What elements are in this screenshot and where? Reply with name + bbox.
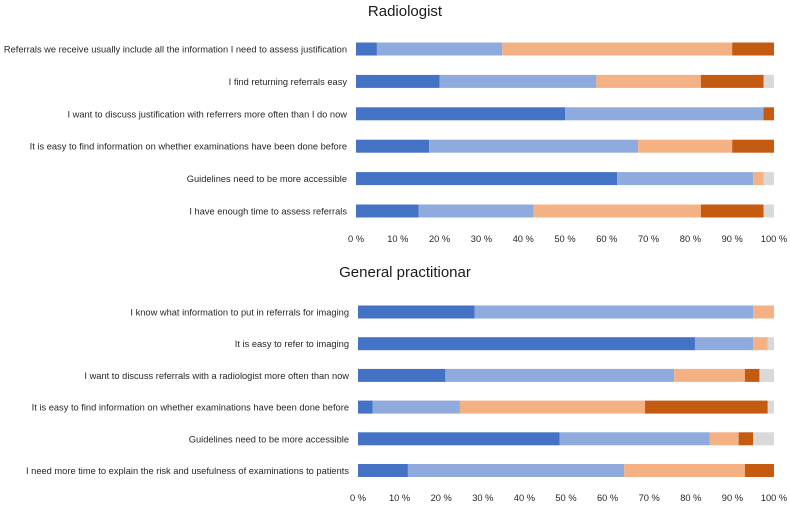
category-label: I know what information to put in referr… [130, 308, 349, 318]
bar-segment [596, 74, 701, 88]
bar-segment [767, 337, 774, 351]
category-label: Guidelines need to be more accessible [187, 174, 347, 184]
bar-segment [753, 337, 768, 351]
x-tick-label: 80 % [680, 493, 701, 503]
bar-segment [418, 204, 534, 218]
bar-segment [700, 74, 764, 88]
bar-segment [763, 107, 774, 121]
x-tick-label: 30 % [471, 234, 492, 244]
bar-segment [358, 305, 475, 319]
x-tick-label: 70 % [639, 493, 660, 503]
bar-segment [763, 74, 774, 88]
x-tick-label: 50 % [555, 493, 576, 503]
x-tick-label: 40 % [514, 493, 535, 503]
bar-segment [732, 42, 774, 56]
bar-segment [358, 368, 446, 382]
bar-segment [638, 139, 733, 153]
x-tick-label: 0 % [348, 234, 364, 244]
bar-segment [533, 204, 701, 218]
bar-segment [356, 204, 419, 218]
bar-segment [674, 368, 745, 382]
bar-segment [763, 204, 774, 218]
bar-segment [356, 172, 618, 186]
x-tick-label: 30 % [472, 493, 493, 503]
category-label: It is easy to find information on whethe… [32, 403, 349, 413]
bar-segment [624, 464, 745, 477]
bar-segment [767, 400, 774, 414]
bar-segment [439, 74, 597, 88]
category-label: I need more time to explain the risk and… [26, 466, 349, 476]
x-tick-label: 90 % [722, 493, 743, 503]
x-tick-label: 100 % [761, 234, 787, 244]
bar-segment [700, 204, 764, 218]
x-tick-label: 50 % [554, 234, 575, 244]
bar-segment [753, 432, 774, 446]
bar-segment [565, 107, 764, 121]
bar-segment [763, 172, 774, 186]
bar-segment [358, 464, 408, 477]
category-label: I find returning referrals easy [229, 77, 348, 87]
x-tick-label: 90 % [722, 234, 743, 244]
x-tick-label: 100 % [761, 493, 787, 503]
x-tick-label: 60 % [596, 234, 617, 244]
bar-segment [429, 139, 639, 153]
bar-segment [738, 432, 754, 446]
bar-segment [372, 400, 460, 414]
category-label: It is easy to refer to imaging [235, 339, 349, 349]
bar-segment [356, 42, 377, 56]
bar-segment [356, 107, 565, 121]
x-tick-label: 80 % [680, 234, 701, 244]
category-label: I want to discuss referrals with a radio… [84, 371, 349, 381]
category-label: Guidelines need to be more accessible [189, 434, 349, 444]
bar-segment [709, 432, 739, 446]
bar-segment [645, 400, 768, 414]
x-tick-label: 10 % [389, 493, 410, 503]
chart-general-practitioner: General practitionar I know what informat… [26, 264, 787, 503]
x-tick-label: 70 % [638, 234, 659, 244]
bar-segment [744, 368, 760, 382]
x-tick-label: 20 % [431, 493, 452, 503]
bar-segment [358, 400, 373, 414]
bar-segment [559, 432, 710, 446]
bar-segment [744, 464, 774, 477]
bar-segment [753, 305, 774, 319]
bar-segment [694, 337, 754, 351]
category-label: It is easy to find information on whethe… [30, 142, 347, 152]
x-tick-label: 40 % [513, 234, 534, 244]
bar-segment [459, 400, 646, 414]
bar-segment [502, 42, 733, 56]
chart-radiologist: Radiologist Referrals we receive usually … [4, 3, 787, 244]
category-label: I have enough time to assess referrals [189, 207, 347, 217]
category-label: I want to discuss justification with ref… [67, 109, 347, 119]
bar-segment [358, 337, 695, 351]
bar-segment [732, 139, 774, 153]
bar-segment [356, 74, 440, 88]
chart-title: Radiologist [368, 3, 443, 20]
x-tick-label: 0 % [350, 493, 366, 503]
bar-segment [407, 464, 625, 477]
chart-title: General practitionar [339, 264, 471, 281]
bar-segment [617, 172, 754, 186]
bar-segment [358, 432, 560, 446]
x-tick-label: 20 % [429, 234, 450, 244]
bar-segment [759, 368, 774, 382]
bar-segment [753, 172, 764, 186]
x-tick-label: 60 % [597, 493, 618, 503]
bar-segment [474, 305, 754, 319]
category-label: Referrals we receive usually include all… [4, 45, 347, 55]
bar-segment [376, 42, 503, 56]
x-tick-label: 10 % [387, 234, 408, 244]
bar-segment [356, 139, 430, 153]
bar-segment [445, 368, 675, 382]
